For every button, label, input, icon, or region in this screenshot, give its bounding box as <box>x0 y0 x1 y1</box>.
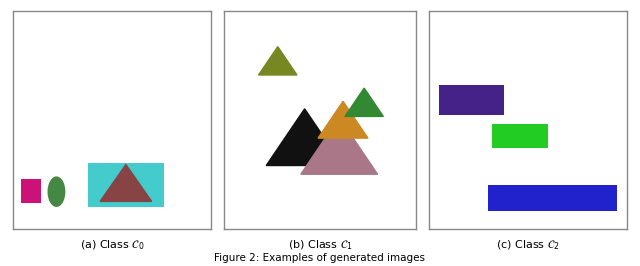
Polygon shape <box>318 101 368 138</box>
Polygon shape <box>100 165 152 201</box>
Polygon shape <box>259 47 297 75</box>
Ellipse shape <box>47 176 65 207</box>
FancyBboxPatch shape <box>439 85 504 115</box>
FancyBboxPatch shape <box>88 163 164 207</box>
Polygon shape <box>345 88 383 117</box>
Polygon shape <box>266 109 343 165</box>
Text: (b) Class $\mathcal{C}_1$: (b) Class $\mathcal{C}_1$ <box>287 238 353 252</box>
Text: Figure 2: Examples of generated images: Figure 2: Examples of generated images <box>214 253 426 263</box>
Text: (a) Class $\mathcal{C}_0$: (a) Class $\mathcal{C}_0$ <box>79 238 145 252</box>
FancyBboxPatch shape <box>492 124 548 148</box>
Text: (c) Class $\mathcal{C}_2$: (c) Class $\mathcal{C}_2$ <box>496 238 560 252</box>
Polygon shape <box>301 118 378 174</box>
FancyBboxPatch shape <box>20 178 40 203</box>
FancyBboxPatch shape <box>488 185 617 211</box>
